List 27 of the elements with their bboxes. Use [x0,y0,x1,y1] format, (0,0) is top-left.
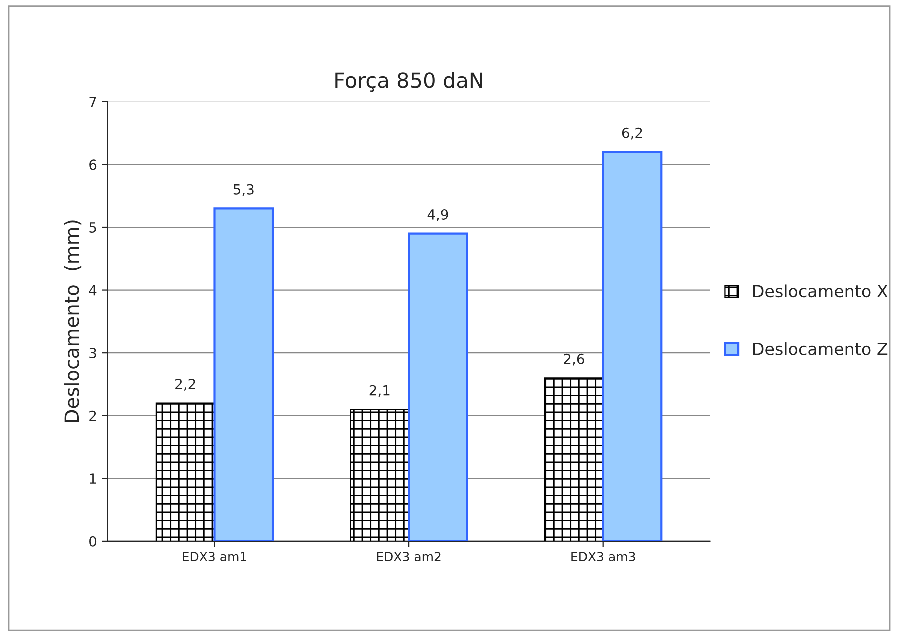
data-label: 6,2 [622,128,642,140]
bar [408,232,468,542]
bar [602,151,663,542]
data-label: 2,2 [176,379,196,391]
y-tick-label: 6 [90,160,97,170]
data-label: 5,3 [234,184,254,196]
data-label: 2,1 [370,385,390,398]
y-tick-label: 0 [90,536,97,547]
legend-label: Deslocamento Z [754,342,888,356]
y-tick-label: 7 [90,97,96,108]
bar [544,378,604,542]
x-tick-label: EDX3 am2 [377,552,441,562]
data-label: 2,6 [564,354,584,366]
bar [214,208,274,542]
legend-label: Deslocamento X [754,284,888,298]
y-tick-label: 1 [90,474,96,484]
y-tick-label: 3 [90,348,96,359]
chart-title: Força 850 daN [336,72,482,92]
y-tick-label: 4 [89,285,97,296]
y-axis-title: Deslocamento (mm) [64,220,82,422]
x-tick-label: EDX3 am3 [572,552,636,562]
bar [350,409,410,542]
bar [156,402,216,542]
data-label: 4,9 [428,209,448,222]
y-tick-label: 2 [90,410,96,422]
x-tick-label: EDX3 am1 [183,552,246,562]
y-tick-label: 5 [90,222,96,233]
